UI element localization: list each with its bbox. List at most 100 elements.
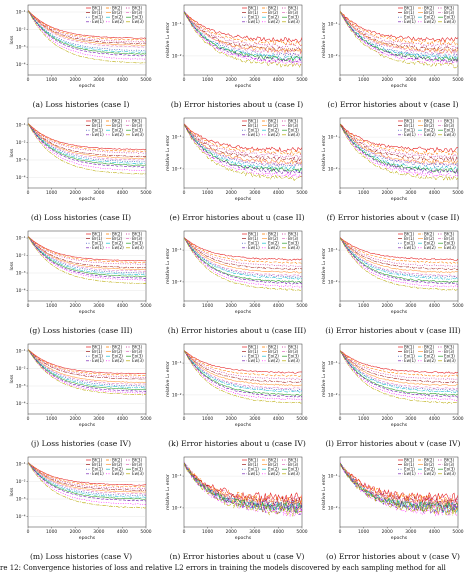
legend-label: Br(1) <box>248 123 259 128</box>
chart-svg-g: 0 1000 2000 3000 4000 5000 10⁻¹ 10⁻² 10⁻³ 10⁻⁴ epo… <box>9 230 152 315</box>
x-tick-label: 2000 <box>226 529 237 535</box>
legend-label: Br(3) <box>132 462 143 467</box>
figure-caption: re 12: Convergence histories of loss and… <box>0 564 446 572</box>
y-tick-label: 10⁻² <box>328 392 338 398</box>
legend-label: Bf(1) <box>92 118 102 123</box>
legend-label: Bf(2) <box>424 457 434 462</box>
y-tick-label: 10⁻² <box>16 366 26 372</box>
legend-label: Bf(3) <box>444 118 454 123</box>
series-line-Ew(3) <box>184 463 302 517</box>
y-tick-label: 10⁻⁴ <box>16 62 26 68</box>
legend-label: Eo(2) <box>112 241 123 246</box>
y-tick-label: 10⁻¹ <box>328 135 338 141</box>
series-line-Br(1) <box>184 10 302 53</box>
legend: Bf(1) Bf(2) Bf(3) Br(1) Br(2) Br(3) Eo(1) Eo(2)… <box>86 457 144 476</box>
legend-label: Bf(2) <box>424 344 434 349</box>
series-group <box>340 236 458 291</box>
plot-frame <box>183 456 303 528</box>
series-line-Br(1) <box>28 10 146 44</box>
legend-label: Br(1) <box>404 349 415 354</box>
y-tick-label: 10⁻² <box>328 505 338 511</box>
series-group <box>184 461 302 518</box>
legend-label: Eo(2) <box>112 354 123 359</box>
y-axis-label: relative L₂ error <box>321 135 327 171</box>
x-tick-label: 1000 <box>46 529 57 535</box>
legend: Bf(1) Bf(2) Bf(3) Br(1) Br(2) Br(3) Eo(1) Eo(2)… <box>242 457 300 476</box>
chart-panel-o: 0 1000 2000 3000 4000 5000 10⁻¹ 10⁻² epochs relat… <box>318 452 468 562</box>
legend-label: Br(2) <box>268 349 279 354</box>
x-tick-label: 4000 <box>429 190 440 196</box>
x-tick-label: 4000 <box>273 77 284 83</box>
legend-label: Bf(2) <box>268 457 278 462</box>
series-line-Ew(1) <box>340 463 458 515</box>
legend-label: Br(3) <box>444 236 455 241</box>
x-axis-label: epochs <box>391 83 408 89</box>
legend-label: Eo(3) <box>444 467 455 472</box>
series-line-Br(2) <box>184 11 302 55</box>
legend-label: Ew(3) <box>132 471 144 476</box>
x-tick-label: 0 <box>27 190 30 196</box>
x-tick-label: 4000 <box>273 416 284 422</box>
legend-label: Ew(3) <box>288 471 300 476</box>
legend: Bf(1) Bf(2) Bf(3) Br(1) Br(2) Br(3) Eo(1) Eo(2)… <box>86 5 144 24</box>
legend-label: Bf(3) <box>288 344 298 349</box>
series-line-Eo(3) <box>184 237 302 284</box>
legend-label: Eo(3) <box>444 128 455 133</box>
x-axis-label: epochs <box>391 535 408 541</box>
x-tick-label: 5000 <box>296 190 307 196</box>
series-line-Eo(3) <box>28 123 146 166</box>
series-line-Bf(1) <box>28 10 146 39</box>
series-line-Bf(2) <box>340 124 458 156</box>
chart-panel-d: 0 1000 2000 3000 4000 5000 10⁻¹ 10⁻² 10⁻³ 10⁻⁴ epo… <box>6 113 156 223</box>
plot-frame <box>339 230 459 302</box>
y-tick-label: 10⁻¹ <box>172 474 182 480</box>
legend-label: Br(3) <box>132 236 143 241</box>
series-line-Bf(2) <box>184 350 302 377</box>
x-tick-label: 3000 <box>93 416 104 422</box>
x-tick-label: 0 <box>339 77 342 83</box>
legend-label: Eo(3) <box>288 128 299 133</box>
legend-label: Eo(3) <box>288 354 299 359</box>
legend-label: Eo(3) <box>444 241 455 246</box>
series-line-Bf(3) <box>184 123 302 159</box>
chart-panel-i: 0 1000 2000 3000 4000 5000 10⁻¹ 10⁻² epochs relat… <box>318 226 468 336</box>
panel-caption: (e) Error histories about u (case II) <box>169 213 305 222</box>
y-tick-label: 10⁻² <box>328 279 338 285</box>
legend: Bf(1) Bf(2) Bf(3) Br(1) Br(2) Br(3) Eo(1) Eo(2)… <box>242 344 300 363</box>
y-axis-label: relative L₂ error <box>321 248 327 284</box>
series-line-Ew(3) <box>184 124 302 181</box>
series-line-Bf(2) <box>28 236 146 264</box>
series-line-Eo(2) <box>184 237 302 280</box>
panel-caption: (h) Error histories about u (case III) <box>167 326 307 335</box>
series-group <box>28 123 146 175</box>
legend-label: Ew(2) <box>424 19 436 24</box>
y-axis-label: relative L₂ error <box>165 474 171 510</box>
series-line-Bf(3) <box>28 349 146 378</box>
chart-svg-f: 0 1000 2000 3000 4000 5000 10⁻¹ 10⁻² epochs relat… <box>321 117 464 202</box>
x-tick-label: 5000 <box>140 416 151 422</box>
legend-label: Br(3) <box>288 123 299 128</box>
series-line-Bf(2) <box>340 350 458 377</box>
series-group <box>184 350 302 404</box>
x-tick-label: 4000 <box>273 190 284 196</box>
series-line-Br(1) <box>340 236 458 271</box>
legend-label: Br(1) <box>92 462 103 467</box>
legend-label: Ew(2) <box>112 245 124 250</box>
x-axis-label: epochs <box>235 422 252 428</box>
legend-label: Eo(2) <box>112 128 123 133</box>
series-line-Ew(1) <box>28 349 146 392</box>
series-group <box>184 123 302 181</box>
legend-label: Ew(1) <box>92 245 104 250</box>
series-line-Ew(3) <box>184 237 302 291</box>
legend-label: Ew(3) <box>288 245 300 250</box>
series-line-Br(2) <box>28 123 146 159</box>
y-tick-label: 10⁻¹ <box>328 248 338 254</box>
legend-label: Eo(2) <box>268 241 279 246</box>
y-axis-label: relative L₂ error <box>165 135 171 171</box>
x-tick-label: 1000 <box>202 77 213 83</box>
legend-label: Br(1) <box>92 236 103 241</box>
legend-label: Ew(3) <box>132 132 144 137</box>
series-line-Br(1) <box>340 124 458 163</box>
x-tick-label: 5000 <box>452 529 463 535</box>
series-line-Ew(3) <box>28 123 146 175</box>
